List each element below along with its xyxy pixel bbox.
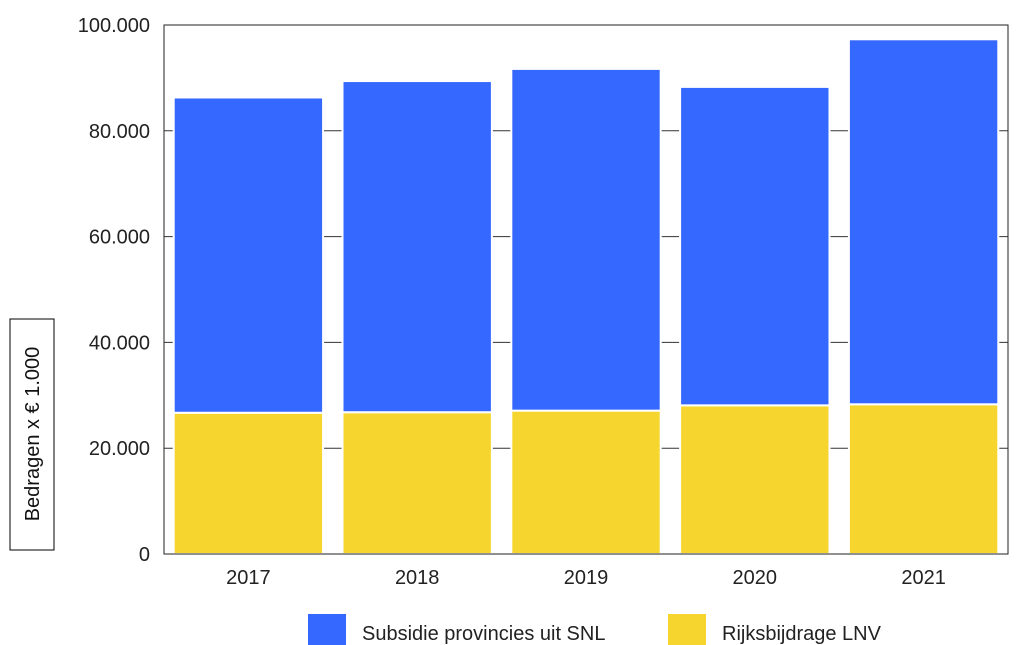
bar-2019-series-1 — [510, 67, 662, 412]
x-tick-label: 2019 — [564, 567, 609, 589]
y-axis-label: Bedragen x € 1.000 — [9, 318, 55, 551]
legend-swatch — [308, 614, 346, 645]
bar-2020-series-0 — [679, 404, 831, 556]
y-tick-label: 20.000 — [89, 438, 150, 460]
bar-2018-series-1 — [341, 80, 493, 414]
bar-2021-series-0 — [847, 403, 1000, 555]
plot-frame — [163, 24, 1009, 555]
x-tick-label: 2018 — [395, 567, 440, 589]
y-tick-label: 0 — [139, 544, 150, 566]
y-tick-label: 80.000 — [89, 121, 150, 143]
bar-2017-series-0 — [172, 411, 325, 555]
y-axis-label-text: Bedragen x € 1.000 — [22, 347, 44, 522]
y-tick-label: 100.000 — [78, 15, 150, 37]
bars — [172, 38, 1000, 556]
x-axis-ticks: 2017 2018 2019 2020 2021 — [226, 567, 946, 589]
bar-2019-series-0 — [510, 409, 662, 555]
bar-2021-series-1 — [847, 38, 1000, 406]
y-axis-ticks: 0 20.000 40.000 60.000 80.000 100.000 — [78, 15, 150, 566]
legend-label: Rijksbijdrage LNV — [722, 623, 882, 645]
y-axis-label-box — [9, 318, 55, 551]
bar-2017-series-1 — [172, 96, 325, 414]
x-tick-label: 2020 — [733, 567, 778, 589]
bar-2020-series-1 — [679, 85, 831, 407]
bar-2018-series-0 — [341, 411, 493, 555]
y-tick-label: 60.000 — [89, 227, 150, 249]
x-tick-label: 2017 — [226, 567, 271, 589]
legend-swatch — [668, 614, 706, 645]
x-tick-label: 2021 — [901, 567, 946, 589]
legend-label: Subsidie provincies uit SNL — [362, 623, 605, 645]
y-tick-label: 40.000 — [89, 332, 150, 354]
legend: Subsidie provincies uit SNL Rijksbijdrage… — [308, 614, 882, 645]
